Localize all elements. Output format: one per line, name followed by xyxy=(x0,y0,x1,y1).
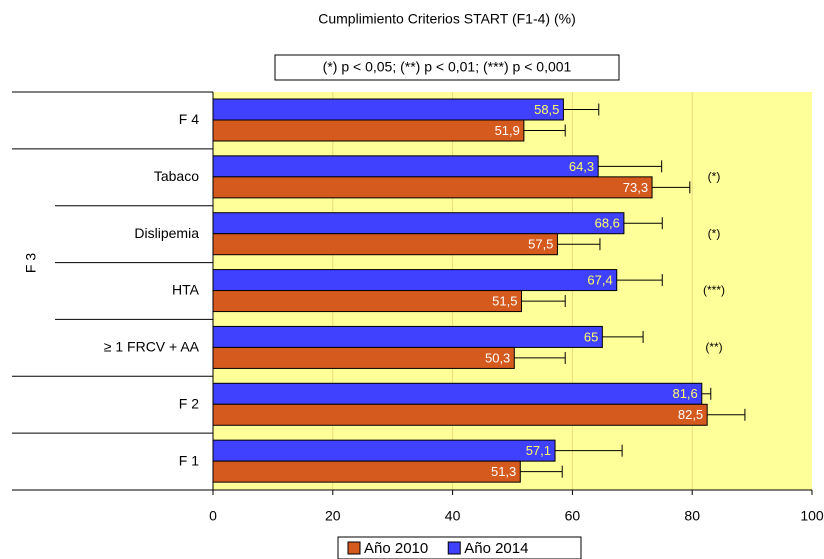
value-label: 58,5 xyxy=(534,102,559,117)
bar xyxy=(212,269,618,292)
y-tick-label: F 2 xyxy=(179,395,199,411)
value-label: 81,6 xyxy=(672,386,697,401)
legend-label: Año 2014 xyxy=(464,540,528,557)
y-tick-label: HTA xyxy=(172,282,200,298)
significance: (*) xyxy=(708,226,721,240)
group-label: F 3 xyxy=(23,253,39,273)
note: (*) p < 0,05; (**) p < 0,01; (***) p < 0… xyxy=(323,59,572,75)
y-tick-label: Tabaco xyxy=(154,168,199,184)
value-label: 51,3 xyxy=(491,464,516,479)
bar xyxy=(212,290,522,313)
bar xyxy=(212,155,599,178)
bar xyxy=(212,346,515,369)
value-label: 73,3 xyxy=(623,180,648,195)
significance: (**) xyxy=(705,340,722,354)
significance: (*) xyxy=(708,169,721,183)
value-label: 50,3 xyxy=(485,350,510,365)
bar xyxy=(212,176,653,199)
value-label: 57,1 xyxy=(526,443,551,458)
legend-label: Año 2010 xyxy=(364,540,428,557)
bar xyxy=(212,233,558,256)
significance: (***) xyxy=(703,283,725,297)
x-tick-label: 0 xyxy=(209,508,217,524)
x-tick-label: 100 xyxy=(800,508,824,524)
value-label: 65 xyxy=(584,329,598,344)
value-label: 82,5 xyxy=(678,407,703,422)
value-label: 51,9 xyxy=(495,123,520,138)
legend-swatch xyxy=(347,541,361,555)
value-label: 64,3 xyxy=(569,159,594,174)
value-label: 67,4 xyxy=(587,273,612,288)
value-label: 57,5 xyxy=(528,237,553,252)
bar xyxy=(212,325,603,348)
y-tick-label: ≥ 1 FRCV + AA xyxy=(104,339,200,355)
bar xyxy=(212,403,708,426)
value-label: 68,6 xyxy=(595,216,620,231)
x-tick-label: 20 xyxy=(325,508,341,524)
x-tick-label: 60 xyxy=(565,508,581,524)
legend-swatch xyxy=(447,541,461,555)
x-tick-label: 40 xyxy=(445,508,461,524)
y-tick-label: F 4 xyxy=(179,111,199,127)
chart-title: Cumplimiento Criterios START (F1-4) (%) xyxy=(318,11,576,27)
bar xyxy=(212,460,521,483)
bar xyxy=(212,212,625,235)
value-label: 51,5 xyxy=(492,294,517,309)
y-tick-label: Dislipemia xyxy=(134,225,199,241)
bar xyxy=(212,98,564,121)
note-box xyxy=(274,54,620,81)
bar xyxy=(212,382,703,405)
bar xyxy=(212,439,556,462)
x-tick-label: 80 xyxy=(684,508,700,524)
bar xyxy=(212,119,525,142)
y-tick-label: F 1 xyxy=(179,452,199,468)
